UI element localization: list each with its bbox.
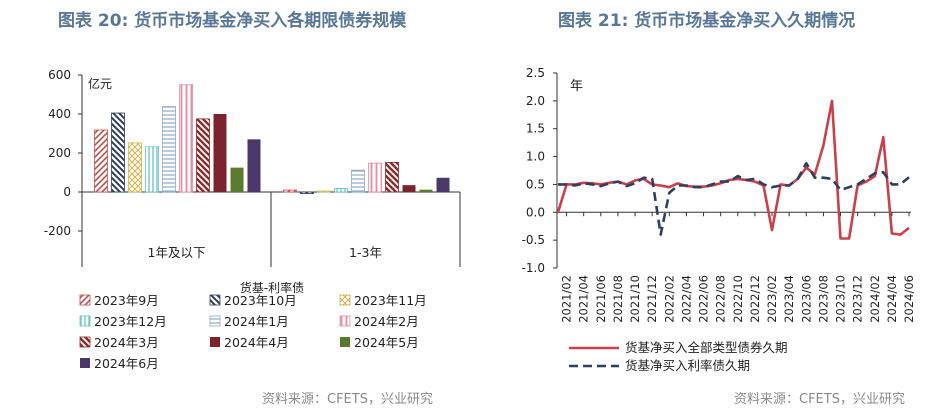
x-tick-label: 2022/12 (748, 275, 762, 323)
x-tick-label: 2021/10 (628, 275, 642, 323)
bar (351, 169, 365, 193)
legend-label: 货基净买入利率债久期 (625, 358, 750, 373)
y-tick-label: 1.5 (526, 122, 545, 136)
y-tick-label: 0.0 (526, 205, 545, 219)
bar (213, 114, 227, 192)
bar (247, 139, 261, 192)
bar (419, 189, 433, 192)
bar (283, 189, 297, 193)
y-tick-label: -0.5 (522, 233, 545, 247)
bar (111, 112, 125, 193)
x-category-label: 1-3年 (349, 245, 382, 260)
legend-swatch (339, 315, 351, 327)
bar (368, 162, 382, 193)
legend-label: 2024年1月 (224, 314, 289, 329)
bar (436, 177, 450, 192)
left-unit-label: 亿元 (88, 76, 112, 91)
x-tick-label: 2024/06 (902, 275, 916, 323)
legend-swatch (209, 315, 221, 327)
y-tick-label: 1.0 (526, 150, 545, 164)
legend-swatch (210, 337, 220, 347)
legend-label: 2023年10月 (224, 293, 297, 308)
left-chart-title: 图表 20: 货币市场基金净买入各期限债券规模 (58, 11, 407, 31)
x-tick-label: 2023/04 (782, 275, 796, 323)
y-tick-label: 2.0 (526, 94, 545, 108)
y-tick-label: 2.5 (526, 66, 545, 80)
bar (317, 190, 331, 193)
y-tick-label: 0.5 (526, 177, 545, 191)
legend-label: 2024年3月 (94, 335, 159, 350)
left-source-note: 资料来源：CFETS，兴业研究 (262, 392, 433, 407)
x-tick-label: 2024/04 (885, 275, 899, 323)
bar (230, 167, 244, 192)
legend-swatch (80, 358, 90, 368)
right-chart-title: 图表 21: 货币市场基金净买入久期情况 (558, 11, 856, 31)
bar (162, 106, 176, 193)
bar (179, 84, 193, 193)
bar (94, 129, 108, 193)
x-tick-label: 2022/10 (731, 275, 745, 323)
x-tick-label: 2021/12 (645, 275, 659, 323)
legend-label: 货基净买入全部类型债券久期 (625, 340, 788, 355)
x-tick-label: 2023/10 (834, 275, 848, 323)
x-tick-label: 2021/04 (577, 275, 591, 323)
y-tick-label: 0 (63, 185, 71, 199)
right-source-note: 资料来源：CFETS，兴业研究 (734, 392, 905, 407)
bar (128, 142, 142, 193)
legend-label: 2023年12月 (94, 314, 167, 329)
y-tick-label: 600 (48, 68, 71, 82)
x-category-label: 1年及以下 (148, 245, 206, 260)
x-tick-label: 2021/08 (611, 275, 625, 323)
y-tick-label: -1.0 (522, 261, 545, 275)
x-tick-label: 2022/02 (662, 275, 676, 323)
legend-label: 2024年4月 (224, 335, 289, 350)
legend-swatch (79, 336, 91, 348)
x-tick-label: 2023/06 (799, 275, 813, 323)
right-unit-label: 年 (570, 79, 583, 94)
x-tick-label: 2022/08 (714, 275, 728, 323)
legend-label: 2023年9月 (94, 293, 159, 308)
y-tick-label: 200 (48, 146, 71, 160)
series-line (558, 162, 910, 236)
bar-chart: 600 400 200 0 -200 1年及以下 1-3年 2023年9月 2023年10月 2… (44, 68, 461, 371)
legend-swatch (340, 337, 350, 347)
series-line (556, 99, 910, 240)
y-tick-label: 400 (48, 107, 71, 121)
legend-swatch (79, 315, 91, 327)
x-tick-label: 2024/02 (868, 275, 882, 323)
x-tick-label: 2023/12 (851, 275, 865, 323)
bar (145, 146, 159, 193)
bar (300, 191, 314, 194)
x-tick-label: 2022/04 (679, 275, 693, 323)
x-tick-label: 2021/06 (594, 275, 608, 323)
legend-label: 2024年5月 (354, 335, 419, 350)
bar (196, 118, 210, 193)
x-tick-label: 2021/02 (560, 275, 574, 323)
legend-label: 2023年11月 (354, 293, 427, 308)
legend-swatch (79, 294, 91, 306)
legend-swatch (339, 294, 351, 306)
bar (334, 188, 348, 193)
x-tick-label: 2023/02 (765, 275, 779, 323)
line-chart: 2.5 2.0 1.5 1.0 0.5 0.0 -0.5 -1.0 2021/02 2021/04… (522, 66, 916, 373)
x-tick-label: 2022/06 (697, 275, 711, 323)
legend-swatch (209, 294, 221, 306)
x-tick-label: 2023/08 (816, 275, 830, 323)
y-tick-label: -200 (44, 224, 71, 238)
bar (385, 161, 399, 193)
legend-label: 2024年2月 (354, 314, 419, 329)
bar (402, 185, 416, 192)
legend-label: 2024年6月 (94, 356, 159, 371)
legend-title: 货基-利率债 (240, 280, 304, 295)
